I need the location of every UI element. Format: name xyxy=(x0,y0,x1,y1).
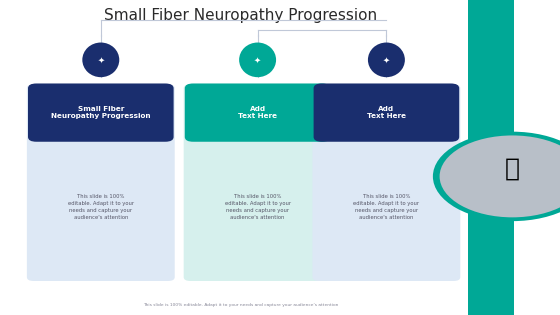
Text: ✦: ✦ xyxy=(97,55,104,64)
Text: Small Fiber Neuropathy Progression: Small Fiber Neuropathy Progression xyxy=(104,8,377,23)
Text: 🧑: 🧑 xyxy=(505,157,520,180)
Ellipse shape xyxy=(82,43,119,77)
Text: ✦: ✦ xyxy=(383,55,390,64)
FancyBboxPatch shape xyxy=(27,84,175,281)
FancyBboxPatch shape xyxy=(314,83,459,142)
Circle shape xyxy=(433,132,560,221)
Text: This slide is 100%
editable. Adapt it to your
needs and capture your
audience's : This slide is 100% editable. Adapt it to… xyxy=(225,194,291,220)
FancyBboxPatch shape xyxy=(312,84,460,281)
FancyBboxPatch shape xyxy=(184,84,332,281)
Ellipse shape xyxy=(239,43,276,77)
Bar xyxy=(468,0,514,315)
Text: Add
Text Here: Add Text Here xyxy=(238,106,277,119)
FancyBboxPatch shape xyxy=(185,83,330,142)
Text: Add
Text Here: Add Text Here xyxy=(367,106,406,119)
Text: This slide is 100%
editable. Adapt it to your
needs and capture your
audience's : This slide is 100% editable. Adapt it to… xyxy=(353,194,419,220)
Text: ✦: ✦ xyxy=(254,55,261,64)
FancyBboxPatch shape xyxy=(28,83,174,142)
Circle shape xyxy=(440,135,560,217)
Text: Small Fiber
Neuropathy Progression: Small Fiber Neuropathy Progression xyxy=(51,106,151,119)
Text: This slide is 100% editable. Adapt it to your needs and capture your audience's : This slide is 100% editable. Adapt it to… xyxy=(143,303,338,307)
Text: This slide is 100%
editable. Adapt it to your
needs and capture your
audience's : This slide is 100% editable. Adapt it to… xyxy=(68,194,134,220)
Ellipse shape xyxy=(368,43,405,77)
